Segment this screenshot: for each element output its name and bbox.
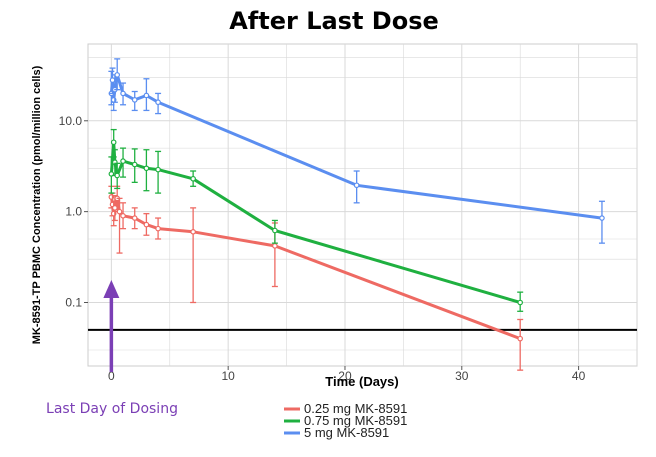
series-layer <box>108 58 605 371</box>
data-point <box>272 243 278 249</box>
data-point <box>155 166 161 173</box>
data-point <box>131 215 138 221</box>
data-point <box>110 139 117 146</box>
x-tick-label: 40 <box>572 369 586 383</box>
data-point <box>120 90 126 97</box>
data-point <box>272 227 278 234</box>
data-point <box>517 335 523 342</box>
data-point <box>353 182 360 189</box>
x-tick-label: 20 <box>338 369 352 383</box>
data-point <box>143 221 150 228</box>
data-point <box>120 158 126 164</box>
series-2 <box>108 128 524 312</box>
data-point <box>155 225 161 232</box>
axes: 0 10 20 30 40 0.1 1.0 10.0 <box>59 114 586 383</box>
chart-title: After Last Dose <box>229 7 439 35</box>
data-point <box>190 228 196 235</box>
data-point <box>114 72 121 78</box>
data-point <box>112 205 118 211</box>
y-tick-label: 10.0 <box>59 114 83 128</box>
data-point <box>143 165 150 172</box>
x-tick-label: 30 <box>455 369 469 383</box>
annotation-label: Last Day of Dosing <box>46 401 178 417</box>
data-point <box>155 99 161 106</box>
annotation-arrowhead <box>103 280 120 298</box>
last-dose-annotation: Last Day of Dosing <box>46 280 178 417</box>
data-point <box>599 215 605 221</box>
data-point <box>116 208 123 215</box>
data-point <box>517 299 523 306</box>
series-1 <box>108 185 524 371</box>
x-tick-label: 10 <box>221 369 235 383</box>
data-point <box>109 77 116 83</box>
data-point <box>131 97 138 103</box>
data-point <box>131 161 138 168</box>
x-tick-label: 0 <box>108 369 115 383</box>
x-axis-label: Time (Days) <box>325 374 398 389</box>
series-3 <box>108 58 605 244</box>
y-tick-label: 0.1 <box>65 295 82 309</box>
legend-label: 5 mg MK-8591 <box>304 425 389 440</box>
y-tick-label: 1.0 <box>65 205 82 219</box>
legend-label: 0.25 mg MK-8591 <box>304 401 407 416</box>
legend-label: 0.75 mg MK-8591 <box>304 413 407 428</box>
y-axis-label: MK-8591-TP PBMC Concentration (pmol/mill… <box>31 65 43 344</box>
data-point <box>120 212 126 219</box>
data-point <box>114 172 121 179</box>
data-point <box>190 175 196 182</box>
plot-area <box>87 43 638 367</box>
data-point <box>143 92 150 99</box>
